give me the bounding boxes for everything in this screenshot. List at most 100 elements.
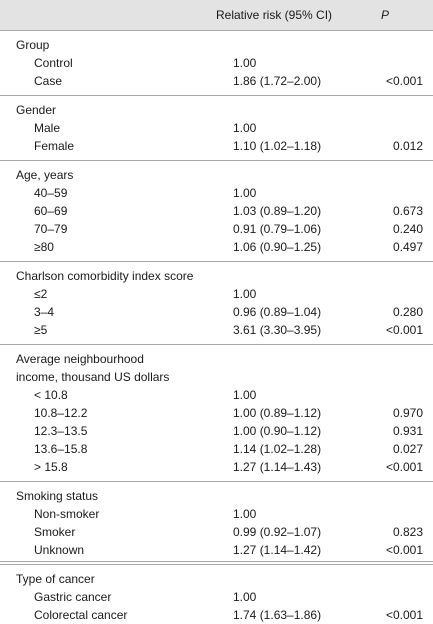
relative-risk-value: 1.00 — [233, 507, 257, 521]
relative-risk-value: 1.06 (0.90–1.25) — [233, 240, 322, 254]
relative-risk-value: 1.74 (1.63–1.86) — [233, 608, 322, 622]
section-title-row: income, thousand US dollars — [0, 368, 433, 386]
p-value: <0.001 — [385, 74, 423, 88]
relative-risk-value: 0.99 (0.92–1.07) — [233, 525, 322, 539]
table-row: Control 1.00 — [0, 54, 433, 72]
p-value: 0.673 — [392, 204, 423, 218]
section-title: Charlson comorbidity index score — [16, 269, 194, 283]
row-label: 3–4 — [34, 305, 55, 319]
table-row: 60–69 1.03 (0.89–1.20) 0.673 — [0, 202, 433, 220]
relative-risk-value: 1.00 (0.90–1.12) — [233, 424, 322, 438]
table-row: Gastric cancer 1.00 — [0, 588, 433, 606]
section-title-row: Type of cancer — [0, 570, 433, 588]
row-label: Colorectal cancer — [34, 608, 128, 622]
relative-risk-value: 1.10 (1.02–1.18) — [233, 139, 322, 153]
section-title: Type of cancer — [16, 572, 95, 586]
section-title-row: Gender — [0, 101, 433, 119]
p-value: 0.240 — [392, 222, 423, 236]
table-row: > 15.8 1.27 (1.14–1.43) <0.001 — [0, 458, 433, 476]
relative-risk-value: 1.27 (1.14–1.42) — [233, 543, 322, 557]
section-title-row: Charlson comorbidity index score — [0, 267, 433, 285]
relative-risk-value: 3.61 (3.30–3.95) — [233, 323, 322, 337]
p-value: <0.001 — [385, 323, 423, 337]
section-divider — [0, 160, 433, 161]
row-label: 40–59 — [34, 186, 68, 200]
table-row: Colorectal cancer 1.74 (1.63–1.86) <0.001 — [0, 606, 433, 624]
section-title: income, thousand US dollars — [16, 370, 170, 384]
row-label: ≥5 — [34, 323, 48, 337]
p-value: 0.823 — [392, 525, 423, 539]
p-value: <0.001 — [385, 543, 423, 557]
p-value: <0.001 — [385, 460, 423, 474]
row-label: 13.6–15.8 — [34, 442, 88, 456]
relative-risk-value: 1.00 — [233, 388, 257, 402]
table-row: 40–59 1.00 — [0, 184, 433, 202]
p-value: 0.931 — [392, 424, 423, 438]
row-label: 60–69 — [34, 204, 68, 218]
table-row: Male 1.00 — [0, 119, 433, 137]
relative-risk-value: 1.27 (1.14–1.43) — [233, 460, 322, 474]
table-row: ≥80 1.06 (0.90–1.25) 0.497 — [0, 238, 433, 256]
row-label: 12.3–13.5 — [34, 424, 88, 438]
p-value: 0.280 — [392, 305, 423, 319]
section-title-row: Smoking status — [0, 487, 433, 505]
relative-risk-value: 1.14 (1.02–1.28) — [233, 442, 322, 456]
section-title: Average neighbourhood — [16, 352, 144, 366]
table-row: Female 1.10 (1.02–1.18) 0.012 — [0, 137, 433, 155]
section-title: Gender — [16, 103, 57, 117]
row-label: Control — [34, 56, 73, 70]
section-divider — [0, 344, 433, 345]
row-label: Unknown — [34, 543, 85, 557]
table-row: 13.6–15.8 1.14 (1.02–1.28) 0.027 — [0, 440, 433, 458]
row-label: ≥80 — [34, 240, 54, 254]
row-label: Male — [34, 121, 61, 135]
relative-risk-value: 1.03 (0.89–1.20) — [233, 204, 322, 218]
row-label: < 10.8 — [34, 388, 68, 402]
relative-risk-value: 0.96 (0.89–1.04) — [233, 305, 322, 319]
table-row: 10.8–12.2 1.00 (0.89–1.12) 0.970 — [0, 404, 433, 422]
table-row: < 10.8 1.00 — [0, 386, 433, 404]
section-title-row: Age, years — [0, 166, 433, 184]
section-divider — [0, 95, 433, 96]
relative-risk-value: 1.00 — [233, 287, 257, 301]
table-row: 12.3–13.5 1.00 (0.90–1.12) 0.931 — [0, 422, 433, 440]
table-row: ≥5 3.61 (3.30–3.95) <0.001 — [0, 321, 433, 339]
row-label: Case — [34, 74, 63, 88]
section-divider — [0, 261, 433, 262]
table-row: Non-smoker 1.00 — [0, 505, 433, 523]
section-title: Group — [16, 38, 50, 52]
row-label: 70–79 — [34, 222, 68, 236]
relative-risk-value: 0.91 (0.79–1.06) — [233, 222, 322, 236]
section-title-row: Average neighbourhood — [0, 350, 433, 368]
row-label: Smoker — [34, 525, 76, 539]
row-label: Non-smoker — [34, 507, 100, 521]
relative-risk-value: 1.00 — [233, 56, 257, 70]
relative-risk-value: 1.86 (1.72–2.00) — [233, 74, 322, 88]
relative-risk-value: 1.00 — [233, 590, 257, 604]
section-divider — [0, 564, 433, 565]
table-row: Case 1.86 (1.72–2.00) <0.001 — [0, 72, 433, 90]
row-label: Female — [34, 139, 75, 153]
relative-risk-value: 1.00 (0.89–1.12) — [233, 406, 322, 420]
p-value: 0.027 — [392, 442, 423, 456]
relative-risk-value: 1.00 — [233, 186, 257, 200]
row-label: 10.8–12.2 — [34, 406, 88, 420]
p-value: 0.497 — [392, 240, 423, 254]
section-title: Age, years — [16, 168, 74, 182]
section-divider — [0, 481, 433, 482]
section-title-row: Group — [0, 36, 433, 54]
relative-risk-value: 1.00 — [233, 121, 257, 135]
row-label: > 15.8 — [34, 460, 68, 474]
table-row: Smoker 0.99 (0.92–1.07) 0.823 — [0, 523, 433, 541]
row-label: ≤2 — [34, 287, 48, 301]
p-value: <0.001 — [385, 608, 423, 622]
table-header: Relative risk (95% CI) P — [0, 0, 433, 31]
p-value: 0.012 — [392, 139, 423, 153]
table-row: 3–4 0.96 (0.89–1.04) 0.280 — [0, 303, 433, 321]
header-p-value: P — [380, 8, 389, 22]
row-label: Gastric cancer — [34, 590, 112, 604]
table-row: Unknown 1.27 (1.14–1.42) <0.001 — [0, 541, 433, 559]
table-row: ≤2 1.00 — [0, 285, 433, 303]
section-title: Smoking status — [16, 489, 99, 503]
